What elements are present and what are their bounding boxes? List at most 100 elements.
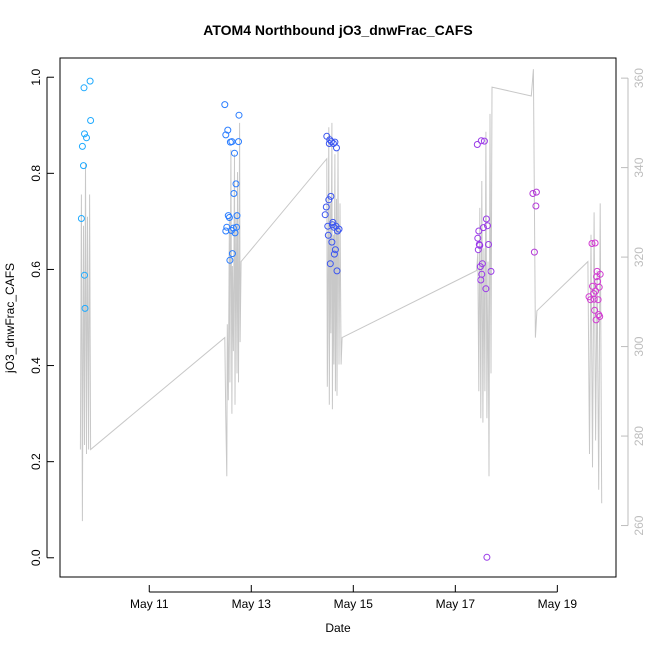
data-point (228, 138, 236, 146)
x-axis: May 11 May 13 May 15 May 17 May 19 (130, 585, 577, 611)
data-point (588, 240, 596, 247)
data-point (478, 260, 486, 268)
data-point (482, 285, 490, 293)
data-point (330, 250, 338, 258)
data-point (327, 138, 335, 146)
data-point (532, 188, 540, 196)
data-point (235, 111, 243, 119)
x-tick-label: May 17 (436, 597, 476, 611)
data-point (475, 227, 483, 235)
x-tick-label: May 11 (130, 597, 169, 611)
data-point (485, 241, 492, 248)
data-point (80, 162, 87, 170)
data-point (77, 215, 85, 222)
data-point (484, 222, 491, 230)
data-point (483, 553, 491, 561)
data-point (473, 141, 481, 148)
data-point (231, 149, 238, 157)
y2-tick-label: 320 (632, 247, 646, 267)
secondary-line-layer (79, 69, 603, 522)
data-point (86, 77, 94, 85)
data-point (230, 190, 238, 197)
y-tick-label: 0.8 (29, 165, 43, 182)
data-point (80, 84, 88, 92)
y-tick-label: 0.0 (29, 549, 43, 566)
y-tick-label: 0.6 (29, 261, 43, 278)
data-point (592, 287, 600, 295)
data-point (327, 192, 335, 200)
data-point (224, 126, 232, 134)
data-point (596, 270, 604, 278)
secondary-series-line (79, 69, 603, 522)
data-point (81, 304, 89, 312)
data-point (78, 142, 86, 150)
data-point (529, 190, 537, 197)
y-axis-left: 0.0 0.2 0.4 0.6 0.8 1.0 (29, 69, 54, 566)
data-point (587, 296, 594, 304)
data-point (83, 134, 90, 142)
data-point (487, 267, 495, 275)
x-axis-label: Date (325, 621, 351, 635)
data-point (322, 203, 330, 211)
data-point (591, 306, 599, 314)
data-point (479, 224, 487, 232)
y2-tick-label: 260 (632, 515, 646, 535)
plot-frame (59, 57, 617, 578)
data-point (81, 130, 88, 138)
data-point (530, 248, 538, 256)
data-point (225, 214, 233, 221)
data-point (233, 212, 241, 220)
y2-tick-label: 340 (632, 157, 646, 177)
data-point (477, 137, 485, 145)
data-point (226, 256, 234, 264)
y-tick-label: 0.4 (29, 357, 43, 374)
data-point (474, 234, 482, 242)
y2-tick-label: 300 (632, 336, 646, 356)
y-tick-label: 1.0 (29, 69, 43, 86)
data-point (223, 223, 231, 231)
data-point (333, 267, 341, 275)
data-point (331, 246, 339, 254)
data-point (482, 215, 490, 223)
y-axis-right: 260 280 300 320 340 360 (621, 68, 646, 536)
data-point (228, 250, 236, 258)
data-point (321, 211, 329, 219)
data-point (328, 238, 336, 246)
data-point (326, 260, 334, 268)
data-point (324, 231, 332, 239)
data-point (593, 273, 601, 281)
chart-title: ATOM4 Northbound jO3_dnwFrac_CAFS (203, 22, 472, 38)
data-point (229, 224, 237, 232)
data-point (596, 313, 604, 320)
data-point (594, 296, 602, 304)
data-point (235, 138, 242, 146)
data-point (81, 271, 88, 279)
y-tick-label: 0.2 (29, 453, 43, 470)
data-point (87, 117, 95, 124)
y2-tick-label: 280 (632, 426, 646, 446)
data-point (334, 227, 341, 235)
data-point (478, 270, 486, 278)
data-point (233, 223, 240, 231)
x-tick-label: May 13 (232, 597, 272, 611)
scatter-points-layer (77, 77, 604, 561)
x-tick-label: May 15 (334, 597, 374, 611)
y2-tick-label: 360 (632, 68, 646, 88)
data-point (591, 239, 599, 247)
data-point (232, 180, 240, 188)
data-point (335, 225, 343, 233)
data-point (590, 295, 598, 303)
y-axis-label: jO3_dnwFrac_CAFS (3, 263, 17, 374)
data-point (532, 202, 540, 210)
data-point (333, 144, 340, 152)
data-point (595, 283, 603, 291)
data-point (480, 137, 488, 145)
x-tick-label: May 19 (538, 597, 578, 611)
data-point (589, 282, 596, 290)
data-point (221, 101, 229, 109)
data-point (474, 246, 482, 254)
data-point (476, 241, 484, 249)
data-point (325, 196, 333, 204)
